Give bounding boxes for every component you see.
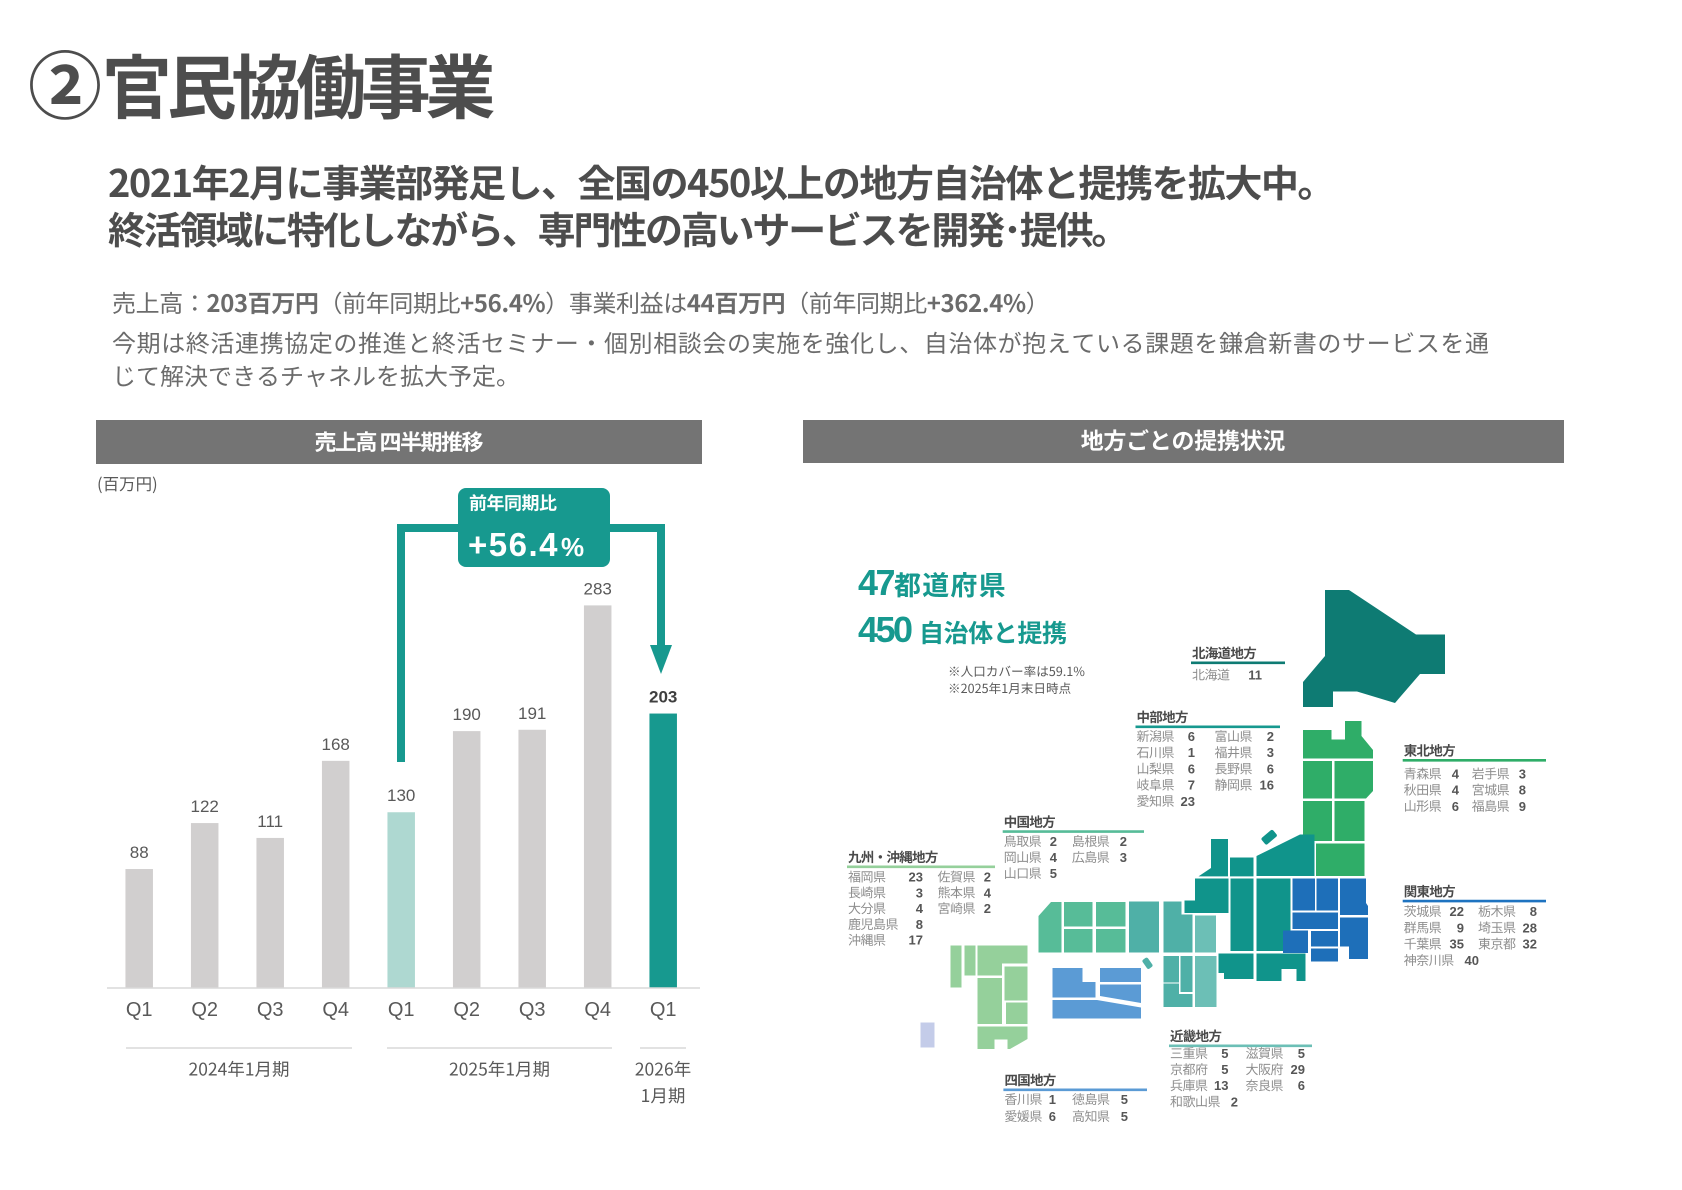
svg-text:283: 283 (584, 579, 612, 598)
svg-text:3: 3 (1120, 850, 1127, 865)
svg-text:203: 203 (649, 688, 677, 707)
svg-text:8: 8 (1519, 783, 1526, 798)
svg-text:Q1: Q1 (388, 999, 415, 1021)
svg-text:122: 122 (191, 797, 219, 816)
svg-text:4: 4 (916, 901, 924, 916)
svg-text:23: 23 (1181, 794, 1195, 809)
svg-text:Q1: Q1 (650, 999, 677, 1021)
svg-text:8: 8 (1530, 904, 1537, 919)
svg-text:5: 5 (1121, 1109, 1128, 1124)
svg-text:5: 5 (1221, 1062, 1228, 1077)
svg-text:Q2: Q2 (453, 999, 480, 1021)
svg-text:4: 4 (1452, 766, 1460, 781)
svg-text:Q4: Q4 (584, 999, 611, 1021)
svg-text:6: 6 (1188, 761, 1195, 776)
svg-text:Q1: Q1 (126, 999, 153, 1021)
svg-text:190: 190 (453, 705, 481, 724)
svg-text:%: % (561, 532, 584, 562)
svg-text:23: 23 (909, 870, 923, 885)
svg-text:4: 4 (984, 885, 992, 900)
svg-text:5: 5 (1050, 866, 1057, 881)
svg-text:47: 47 (858, 562, 895, 603)
svg-text:Q4: Q4 (322, 999, 349, 1021)
svg-text:Q3: Q3 (257, 999, 284, 1021)
svg-text:2: 2 (1120, 834, 1127, 849)
svg-text:29: 29 (1291, 1062, 1305, 1077)
svg-text:130: 130 (387, 786, 415, 805)
svg-text:2: 2 (1267, 729, 1274, 744)
svg-text:9: 9 (1519, 799, 1526, 814)
svg-text:5: 5 (1221, 1046, 1228, 1061)
svg-text:13: 13 (1214, 1078, 1228, 1093)
svg-text:9: 9 (1457, 920, 1464, 935)
svg-text:3: 3 (1267, 745, 1274, 760)
svg-text:35: 35 (1450, 937, 1464, 952)
svg-text:28: 28 (1523, 920, 1537, 935)
svg-text:2: 2 (1231, 1094, 1238, 1109)
svg-text:450: 450 (858, 609, 912, 650)
svg-text:3: 3 (916, 885, 923, 900)
svg-text:168: 168 (322, 735, 350, 754)
svg-text:5: 5 (1298, 1046, 1305, 1061)
svg-text:6: 6 (1298, 1078, 1305, 1093)
svg-text:2: 2 (984, 870, 991, 885)
svg-text:111: 111 (257, 812, 283, 831)
svg-text:17: 17 (909, 933, 923, 948)
svg-text:5: 5 (1121, 1092, 1128, 1107)
svg-text:32: 32 (1523, 937, 1537, 952)
svg-text:3: 3 (1519, 766, 1526, 781)
svg-text:Q2: Q2 (191, 999, 218, 1021)
svg-text:6: 6 (1049, 1109, 1056, 1124)
svg-text:40: 40 (1465, 953, 1479, 968)
svg-text:2: 2 (984, 901, 991, 916)
svg-text:+56.4: +56.4 (468, 526, 559, 563)
svg-text:6: 6 (1188, 729, 1195, 744)
svg-text:2: 2 (1050, 834, 1057, 849)
svg-text:88: 88 (130, 843, 149, 862)
svg-text:22: 22 (1450, 904, 1464, 919)
svg-text:1: 1 (1188, 745, 1195, 760)
svg-text:7: 7 (1188, 778, 1195, 793)
svg-text:16: 16 (1260, 778, 1274, 793)
svg-text:11: 11 (1248, 668, 1262, 683)
svg-text:1: 1 (1049, 1092, 1056, 1107)
svg-text:6: 6 (1267, 761, 1274, 776)
svg-text:6: 6 (1452, 799, 1459, 814)
svg-text:8: 8 (916, 917, 923, 932)
svg-text:Q3: Q3 (519, 999, 546, 1021)
svg-text:191: 191 (518, 704, 546, 723)
svg-text:4: 4 (1452, 783, 1460, 798)
svg-text:4: 4 (1050, 850, 1058, 865)
